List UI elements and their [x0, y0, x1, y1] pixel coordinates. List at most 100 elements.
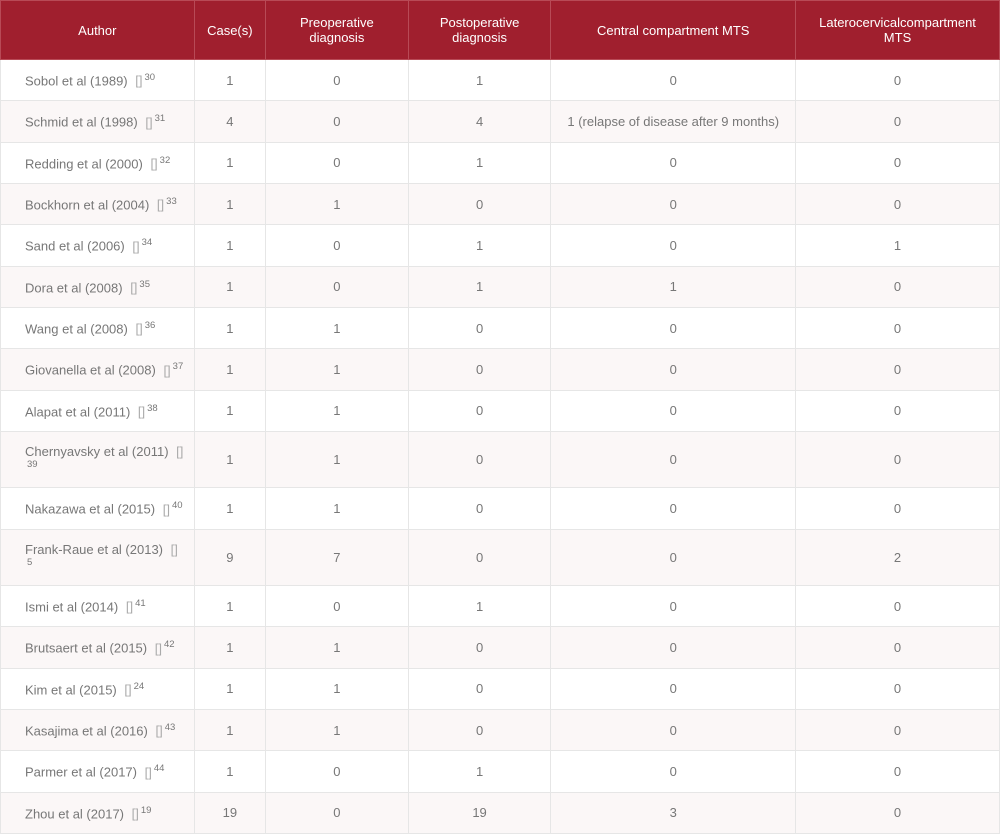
cell-postop: 1	[408, 225, 551, 266]
cell-preop: 1	[266, 627, 409, 668]
author-name: Chernyavsky et al (2011)	[25, 444, 169, 459]
reference-marker-icon: []	[132, 239, 139, 254]
cell-preop: 0	[266, 585, 409, 626]
table-row: Brutsaert et al (2015) []4211000	[1, 627, 1000, 668]
table-row: Dora et al (2008) []3510110	[1, 266, 1000, 307]
author-name: Redding et al (2000)	[25, 156, 143, 171]
reference-superscript: 37	[173, 361, 184, 372]
cell-cases: 9	[194, 529, 265, 585]
cell-latero: 0	[796, 431, 1000, 487]
cell-central: 0	[551, 431, 796, 487]
cell-latero: 0	[796, 792, 1000, 833]
cell-cases: 1	[194, 668, 265, 709]
reference-superscript: 43	[165, 722, 176, 733]
author-name: Bockhorn et al (2004)	[25, 197, 149, 212]
cell-latero: 0	[796, 390, 1000, 431]
col-cases: Case(s)	[194, 1, 265, 60]
table-row: Kim et al (2015) []2411000	[1, 668, 1000, 709]
author-name: Parmer et al (2017)	[25, 765, 137, 780]
reference-marker-icon: []	[163, 502, 170, 517]
cell-latero: 0	[796, 627, 1000, 668]
table-row: Nakazawa et al (2015) []4011000	[1, 488, 1000, 529]
table-row: Sobol et al (1989) []3010100	[1, 60, 1000, 101]
cell-cases: 1	[194, 585, 265, 626]
cell-cases: 1	[194, 488, 265, 529]
cell-author: Parmer et al (2017) []44	[1, 751, 195, 792]
cell-cases: 1	[194, 225, 265, 266]
table-row: Wang et al (2008) []3611000	[1, 307, 1000, 348]
col-author: Author	[1, 1, 195, 60]
cell-author: Schmid et al (1998) []31	[1, 101, 195, 142]
cell-postop: 19	[408, 792, 551, 833]
reference-superscript: 38	[147, 403, 158, 414]
cell-author: Alapat et al (2011) []38	[1, 390, 195, 431]
cell-cases: 1	[194, 709, 265, 750]
reference-superscript: 32	[160, 155, 171, 166]
cell-preop: 0	[266, 142, 409, 183]
author-name: Sobol et al (1989)	[25, 73, 128, 88]
cell-latero: 2	[796, 529, 1000, 585]
reference-marker-icon: []	[132, 806, 139, 821]
cell-latero: 0	[796, 142, 1000, 183]
cell-latero: 0	[796, 488, 1000, 529]
table-row: Frank-Raue et al (2013) []597002	[1, 529, 1000, 585]
cell-cases: 1	[194, 142, 265, 183]
cell-author: Dora et al (2008) []35	[1, 266, 195, 307]
table-row: Kasajima et al (2016) []4311000	[1, 709, 1000, 750]
col-central: Central compartment MTS	[551, 1, 796, 60]
cell-central: 0	[551, 349, 796, 390]
cell-latero: 0	[796, 349, 1000, 390]
cell-author: Giovanella et al (2008) []37	[1, 349, 195, 390]
cell-postop: 4	[408, 101, 551, 142]
cell-cases: 1	[194, 751, 265, 792]
reference-marker-icon: []	[124, 682, 131, 697]
table-row: Parmer et al (2017) []4410100	[1, 751, 1000, 792]
reference-superscript: 42	[164, 639, 175, 650]
author-name: Kasajima et al (2016)	[25, 723, 148, 738]
cell-preop: 1	[266, 390, 409, 431]
cell-author: Bockhorn et al (2004) []33	[1, 183, 195, 224]
cell-postop: 0	[408, 488, 551, 529]
cell-postop: 0	[408, 431, 551, 487]
cell-preop: 1	[266, 307, 409, 348]
cell-latero: 0	[796, 668, 1000, 709]
col-preop: Preoperative diagnosis	[266, 1, 409, 60]
cell-central: 3	[551, 792, 796, 833]
table-row: Bockhorn et al (2004) []3311000	[1, 183, 1000, 224]
cell-central: 0	[551, 225, 796, 266]
author-name: Dora et al (2008)	[25, 280, 123, 295]
cell-latero: 0	[796, 266, 1000, 307]
reference-superscript: 5	[27, 557, 32, 568]
author-name: Giovanella et al (2008)	[25, 363, 156, 378]
table-row: Giovanella et al (2008) []3711000	[1, 349, 1000, 390]
table-row: Sand et al (2006) []3410101	[1, 225, 1000, 266]
reference-superscript: 35	[139, 279, 150, 290]
reference-marker-icon: []	[130, 280, 137, 295]
cell-central: 0	[551, 585, 796, 626]
cell-author: Wang et al (2008) []36	[1, 307, 195, 348]
col-latero: Laterocervicalcompartment MTS	[796, 1, 1000, 60]
table-row: Chernyavsky et al (2011) []3911000	[1, 431, 1000, 487]
cell-postop: 0	[408, 529, 551, 585]
cell-cases: 1	[194, 627, 265, 668]
cell-author: Ismi et al (2014) []41	[1, 585, 195, 626]
cell-postop: 0	[408, 307, 551, 348]
cell-central: 0	[551, 751, 796, 792]
reference-marker-icon: []	[135, 73, 142, 88]
col-postop: Postoperative diagnosis	[408, 1, 551, 60]
cell-author: Zhou et al (2017) []19	[1, 792, 195, 833]
cell-author: Chernyavsky et al (2011) []39	[1, 431, 195, 487]
cell-central: 0	[551, 390, 796, 431]
cell-preop: 0	[266, 751, 409, 792]
cell-author: Frank-Raue et al (2013) []5	[1, 529, 195, 585]
cell-latero: 0	[796, 709, 1000, 750]
table-row: Redding et al (2000) []3210100	[1, 142, 1000, 183]
cell-author: Redding et al (2000) []32	[1, 142, 195, 183]
author-name: Kim et al (2015)	[25, 682, 117, 697]
cell-latero: 0	[796, 751, 1000, 792]
cell-latero: 0	[796, 101, 1000, 142]
table-body: Sobol et al (1989) []3010100Schmid et al…	[1, 60, 1000, 834]
reference-marker-icon: []	[135, 321, 142, 336]
reference-superscript: 31	[155, 113, 166, 124]
cell-cases: 1	[194, 266, 265, 307]
